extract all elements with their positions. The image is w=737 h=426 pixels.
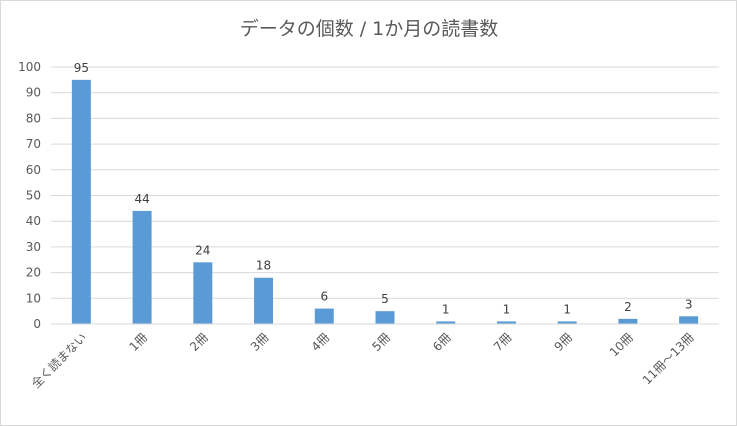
y-tick-label: 70 bbox=[26, 137, 41, 151]
bar bbox=[375, 311, 395, 324]
x-category-label: 3冊 bbox=[248, 330, 272, 354]
x-category-label: 4冊 bbox=[309, 330, 333, 354]
bar bbox=[132, 210, 152, 324]
x-category-label: 9冊 bbox=[552, 330, 576, 354]
x-category-label: 11冊～13冊 bbox=[640, 330, 697, 387]
x-category-label: 6冊 bbox=[430, 330, 454, 354]
x-category-label: 1冊 bbox=[126, 330, 150, 354]
y-tick-label: 10 bbox=[26, 291, 41, 305]
y-tick-label: 20 bbox=[26, 266, 41, 280]
data-label: 18 bbox=[256, 259, 271, 273]
data-label: 95 bbox=[74, 61, 89, 75]
gridlines bbox=[51, 66, 719, 299]
x-category-label: 全く読まない bbox=[28, 330, 90, 392]
x-category-label: 10冊 bbox=[607, 330, 636, 359]
bar bbox=[496, 321, 516, 324]
bar bbox=[436, 321, 456, 324]
y-tick-label: 0 bbox=[33, 317, 41, 331]
y-tick-label: 30 bbox=[26, 240, 41, 254]
y-tick-label: 90 bbox=[26, 86, 41, 100]
x-category-label: 5冊 bbox=[369, 330, 393, 354]
data-label: 6 bbox=[320, 290, 328, 304]
chart-title: データの個数 / 1か月の読書数 bbox=[240, 18, 499, 40]
data-label: 1 bbox=[503, 302, 511, 316]
y-tick-label: 60 bbox=[26, 163, 41, 177]
bar bbox=[314, 308, 334, 324]
y-tick-label: 40 bbox=[26, 214, 41, 228]
data-label: 44 bbox=[134, 192, 149, 206]
bar bbox=[193, 262, 213, 324]
x-category-label: 2冊 bbox=[187, 330, 211, 354]
bars bbox=[71, 79, 699, 324]
y-axis-tick-labels: 0 10 20 30 40 50 60 70 80 90 100 bbox=[18, 60, 41, 331]
y-tick-label: 80 bbox=[26, 111, 41, 125]
bar bbox=[254, 277, 274, 324]
data-labels: 95 44 24 18 6 5 1 1 1 2 3 bbox=[74, 61, 693, 317]
data-label: 1 bbox=[563, 302, 571, 316]
x-axis-category-labels: 全く読まない 1冊 2冊 3冊 4冊 5冊 6冊 7冊 9冊 10冊 11冊～13冊 bbox=[28, 330, 697, 392]
x-category-label: 7冊 bbox=[491, 330, 515, 354]
y-tick-label: 100 bbox=[18, 60, 41, 74]
y-tick-label: 50 bbox=[26, 189, 41, 203]
data-label: 24 bbox=[195, 243, 210, 257]
data-label: 2 bbox=[624, 300, 632, 314]
data-label: 3 bbox=[685, 297, 693, 311]
bar bbox=[679, 316, 699, 324]
bar bbox=[618, 318, 638, 324]
data-label: 5 bbox=[381, 292, 389, 306]
data-label: 1 bbox=[442, 302, 450, 316]
bar bbox=[71, 79, 91, 324]
bar bbox=[557, 321, 577, 324]
